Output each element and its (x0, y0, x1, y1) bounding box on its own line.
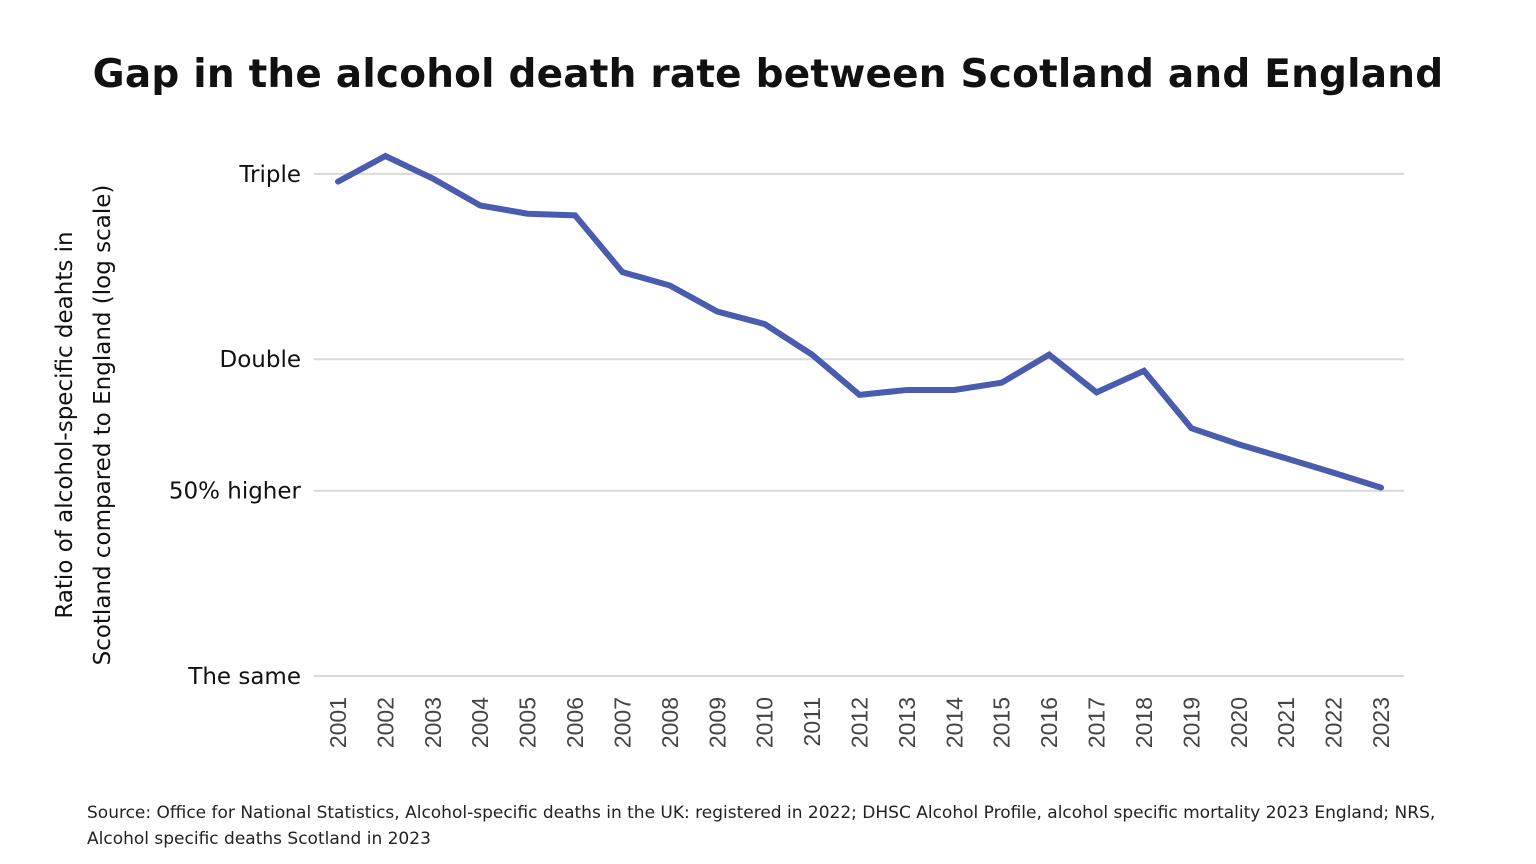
x-tick-label: 2008 (657, 697, 683, 748)
x-tick-label: 2018 (1131, 697, 1157, 748)
x-tick-label: 2001 (325, 697, 351, 748)
x-tick-label: 2003 (420, 697, 446, 748)
x-tick-label: 2016 (1036, 697, 1062, 748)
source-note: Source: Office for National Statistics, … (87, 803, 1436, 849)
x-tick-label: 2006 (562, 697, 588, 748)
x-tick-label: 2022 (1321, 697, 1347, 748)
chart-title: Gap in the alcohol death rate between Sc… (92, 52, 1444, 97)
x-tick-label: 2015 (989, 697, 1015, 748)
x-tick-label: 2009 (704, 697, 730, 748)
y-tick-label: 50% higher (169, 479, 302, 505)
y-tick-label: Triple (238, 162, 301, 188)
x-tick-label: 2010 (752, 697, 778, 748)
x-tick-label: 2014 (941, 697, 967, 748)
x-tick-label: 2007 (609, 697, 635, 748)
x-tick-label: 2011 (799, 697, 825, 746)
x-tick-label: 2012 (847, 697, 873, 748)
x-tick-label: 2020 (1226, 697, 1252, 748)
x-tick-label: 2002 (372, 697, 398, 748)
y-tick-label: The same (187, 664, 301, 690)
x-tick-label: 2019 (1178, 697, 1204, 748)
y-tick-label: Double (220, 347, 302, 373)
x-tick-label: 2005 (515, 697, 541, 748)
series-line (335, 152, 1384, 491)
x-tick-label: 2004 (467, 697, 493, 748)
x-tick-label: 2021 (1273, 697, 1299, 748)
x-tick-label: 2017 (1084, 697, 1110, 748)
x-tick-label: 2023 (1368, 697, 1394, 748)
x-tick-label: 2013 (894, 697, 920, 748)
